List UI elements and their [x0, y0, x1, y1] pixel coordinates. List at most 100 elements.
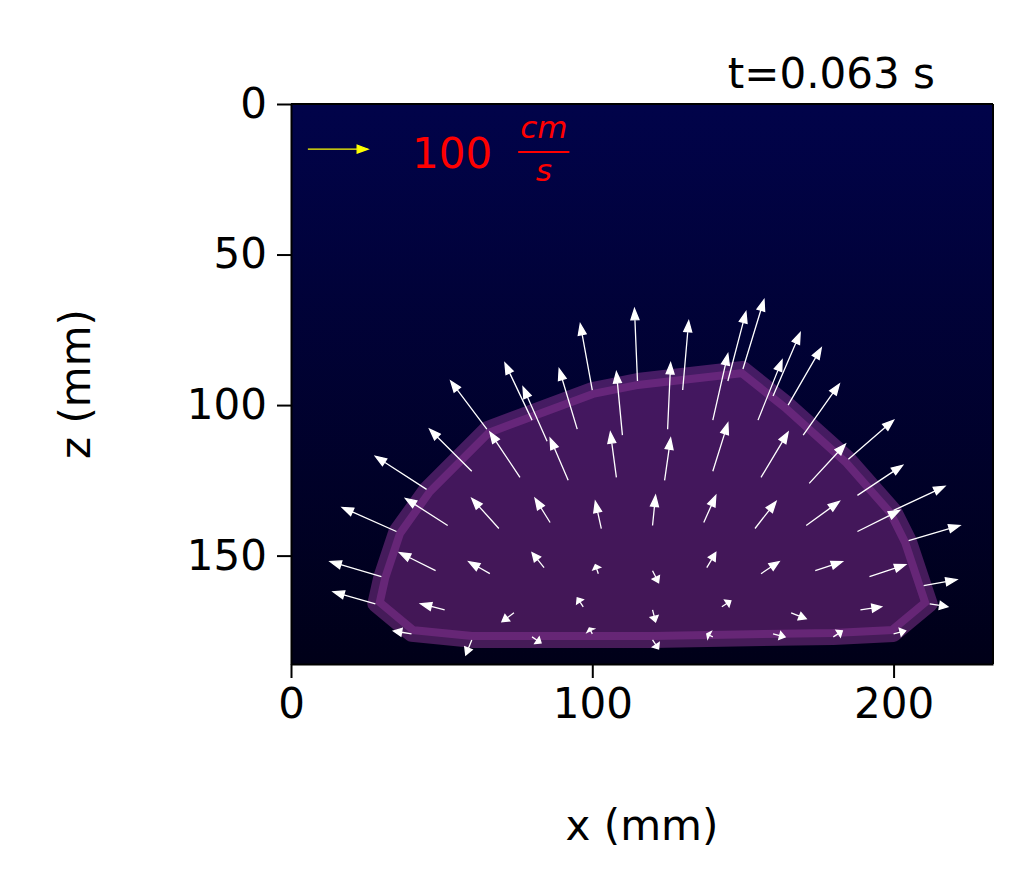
- velocity-arrow: [761, 432, 788, 477]
- velocity-arrow: [860, 604, 881, 612]
- y-axis-line: [291, 105, 293, 665]
- velocity-arrow: [894, 486, 945, 510]
- velocity-arrow: [857, 510, 899, 531]
- y-tick-label: 0: [240, 79, 267, 128]
- x-axis: 0 100 200: [278, 664, 993, 728]
- velocity-arrow: [815, 561, 842, 570]
- velocity-arrow: [650, 610, 658, 622]
- x-tick-label: 100: [553, 679, 633, 728]
- arrows: [330, 300, 960, 655]
- key-unit-denominator: s: [536, 152, 552, 188]
- key-arrow: [308, 145, 368, 153]
- particle-pile: [375, 369, 929, 640]
- y-tick-mark: [277, 555, 291, 557]
- velocity-arrow: [505, 363, 532, 420]
- title: t=0.063 s: [728, 49, 935, 98]
- key-fraction-bar: [518, 151, 569, 153]
- velocity-arrow: [451, 381, 487, 429]
- velocity-arrow: [803, 384, 839, 435]
- velocity-arrow: [665, 438, 673, 480]
- velocity-arrow: [653, 640, 660, 649]
- y-tick: 100: [187, 380, 291, 429]
- plot-area: [330, 300, 960, 655]
- velocity-arrow: [788, 348, 821, 405]
- velocity-arrow: [594, 501, 602, 528]
- x-tick-label: 200: [854, 679, 934, 728]
- plot-background: [291, 104, 993, 664]
- velocity-arrow: [848, 420, 893, 459]
- x-axis-line: [292, 664, 994, 666]
- velocity-arrow: [683, 321, 692, 390]
- velocity-arrow: [472, 498, 499, 528]
- y-tick: 150: [187, 531, 291, 580]
- velocity-arrow: [707, 553, 716, 568]
- velocity-arrow: [532, 637, 541, 644]
- velocity-arrow: [502, 613, 514, 622]
- key-unit-numerator: cm: [520, 109, 567, 145]
- y-axis-title: z (mm): [51, 309, 100, 459]
- velocity-arrow: [399, 553, 435, 571]
- frame-top: [291, 103, 993, 105]
- velocity-arrow: [375, 456, 426, 489]
- y-tick-label: 100: [187, 380, 267, 429]
- x-tick-mark: [592, 664, 594, 678]
- x-tick: 100: [553, 664, 633, 728]
- velocity-arrow: [809, 444, 845, 483]
- y-tick-mark: [277, 405, 291, 407]
- velocity-arrow: [761, 562, 779, 574]
- velocity-arrow: [773, 333, 800, 396]
- y-tick-mark: [277, 254, 291, 256]
- velocity-arrow: [650, 495, 658, 525]
- velocity-arrow: [869, 564, 905, 576]
- velocity-arrow: [578, 324, 592, 390]
- velocity-arrow: [722, 600, 731, 607]
- velocity-arrow: [833, 630, 842, 637]
- velocity-arrow: [704, 495, 716, 522]
- y-axis: 0 50 100 150: [187, 79, 292, 665]
- velocity-arrow: [523, 387, 547, 441]
- velocity-arrow: [631, 309, 639, 381]
- y-tick-label: 150: [187, 531, 267, 580]
- velocity-arrow: [405, 498, 447, 525]
- chart: 0100200050100150x (mm)z (mm)t=0.063 s100…: [0, 0, 1035, 894]
- y-tick-mark: [277, 104, 291, 106]
- frame-right: [992, 104, 994, 664]
- quiver-key: 100 cm s: [308, 109, 570, 188]
- x-tick: 0: [278, 664, 305, 728]
- velocity-arrow: [755, 501, 776, 528]
- y-tick: 0: [240, 79, 291, 128]
- velocity-arrow: [342, 507, 396, 531]
- velocity-arrow: [666, 363, 674, 429]
- velocity-arrow: [393, 628, 411, 636]
- velocity-arrow: [894, 628, 906, 636]
- velocity-arrow: [924, 578, 957, 586]
- velocity-arrow: [532, 553, 544, 568]
- velocity-arrow: [613, 372, 622, 435]
- velocity-arrow: [421, 603, 445, 611]
- velocity-arrow: [558, 369, 577, 429]
- x-tick-mark: [291, 664, 293, 678]
- y-tick: 50: [214, 229, 291, 278]
- velocity-arrow: [909, 525, 960, 541]
- velocity-arrow: [713, 423, 729, 471]
- velocity-arrow: [535, 498, 550, 522]
- velocity-arrow: [728, 312, 747, 381]
- x-tick-label: 0: [278, 679, 305, 728]
- velocity-arrow: [930, 601, 948, 609]
- velocity-arrow: [713, 354, 730, 420]
- velocity-arrow: [550, 438, 568, 480]
- velocity-arrow: [806, 501, 839, 525]
- velocity-arrow: [608, 432, 617, 477]
- key-value: 100: [412, 129, 492, 178]
- velocity-arrow: [758, 360, 782, 420]
- y-tick-label: 50: [214, 229, 267, 278]
- velocity-arrow: [593, 565, 601, 574]
- velocity-arrow: [773, 632, 785, 640]
- velocity-arrow: [707, 632, 713, 639]
- velocity-arrow: [652, 571, 659, 583]
- velocity-arrow: [743, 300, 765, 369]
- velocity-arrow: [430, 429, 472, 471]
- x-tick: 200: [854, 664, 934, 728]
- velocity-arrow: [791, 612, 806, 619]
- x-tick-mark: [893, 664, 895, 678]
